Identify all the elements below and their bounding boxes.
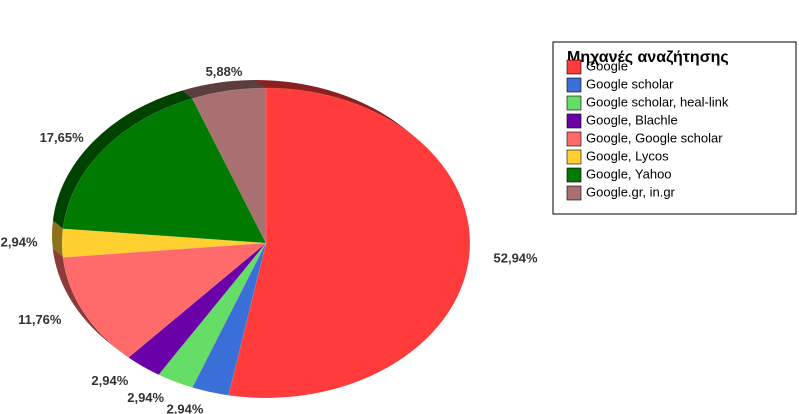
legend-label: Google, Blachle — [586, 112, 678, 127]
legend-box — [552, 41, 797, 215]
data-label: 17,65% — [40, 130, 85, 145]
legend-swatch — [566, 95, 582, 111]
pie: 52,94%2,94%2,94%2,94%11,76%2,94%17,65%5,… — [1, 64, 538, 414]
legend-swatch — [566, 113, 582, 129]
slice — [62, 98, 267, 244]
slice — [61, 228, 267, 258]
legend: Google Google scholar Google scholar, heal… — [566, 58, 729, 201]
data-label: 2,94% — [127, 390, 164, 405]
slice — [228, 87, 471, 399]
legend-label: Google scholar, heal-link — [586, 94, 729, 109]
legend-label: Google — [586, 58, 628, 73]
legend-swatch — [566, 149, 582, 165]
slice — [128, 242, 267, 376]
data-label: 2,94% — [1, 234, 38, 249]
legend-label: Google, Lycos — [586, 148, 669, 163]
legend-swatch — [566, 59, 582, 75]
slice — [191, 242, 267, 396]
data-label: 11,76% — [18, 312, 62, 327]
data-label: 2,94% — [91, 373, 128, 388]
legend-label: Google.gr, in.gr — [586, 184, 676, 199]
legend-swatch — [566, 185, 582, 201]
data-label: 5,88% — [206, 64, 243, 79]
legend-label: Google, Google scholar — [586, 130, 723, 145]
legend-label: Google, Yahoo — [586, 166, 672, 181]
slice — [62, 242, 267, 358]
legend-title: Μηχανές αναζήτησης — [567, 49, 729, 66]
slice — [158, 242, 267, 388]
legend-swatch — [566, 77, 582, 93]
slice — [191, 87, 267, 244]
legend-label: Google scholar — [586, 76, 674, 91]
legend-swatch — [566, 131, 582, 147]
data-label: 52,94% — [494, 250, 539, 265]
data-label: 2,94% — [167, 401, 204, 414]
legend-swatch — [566, 167, 582, 183]
